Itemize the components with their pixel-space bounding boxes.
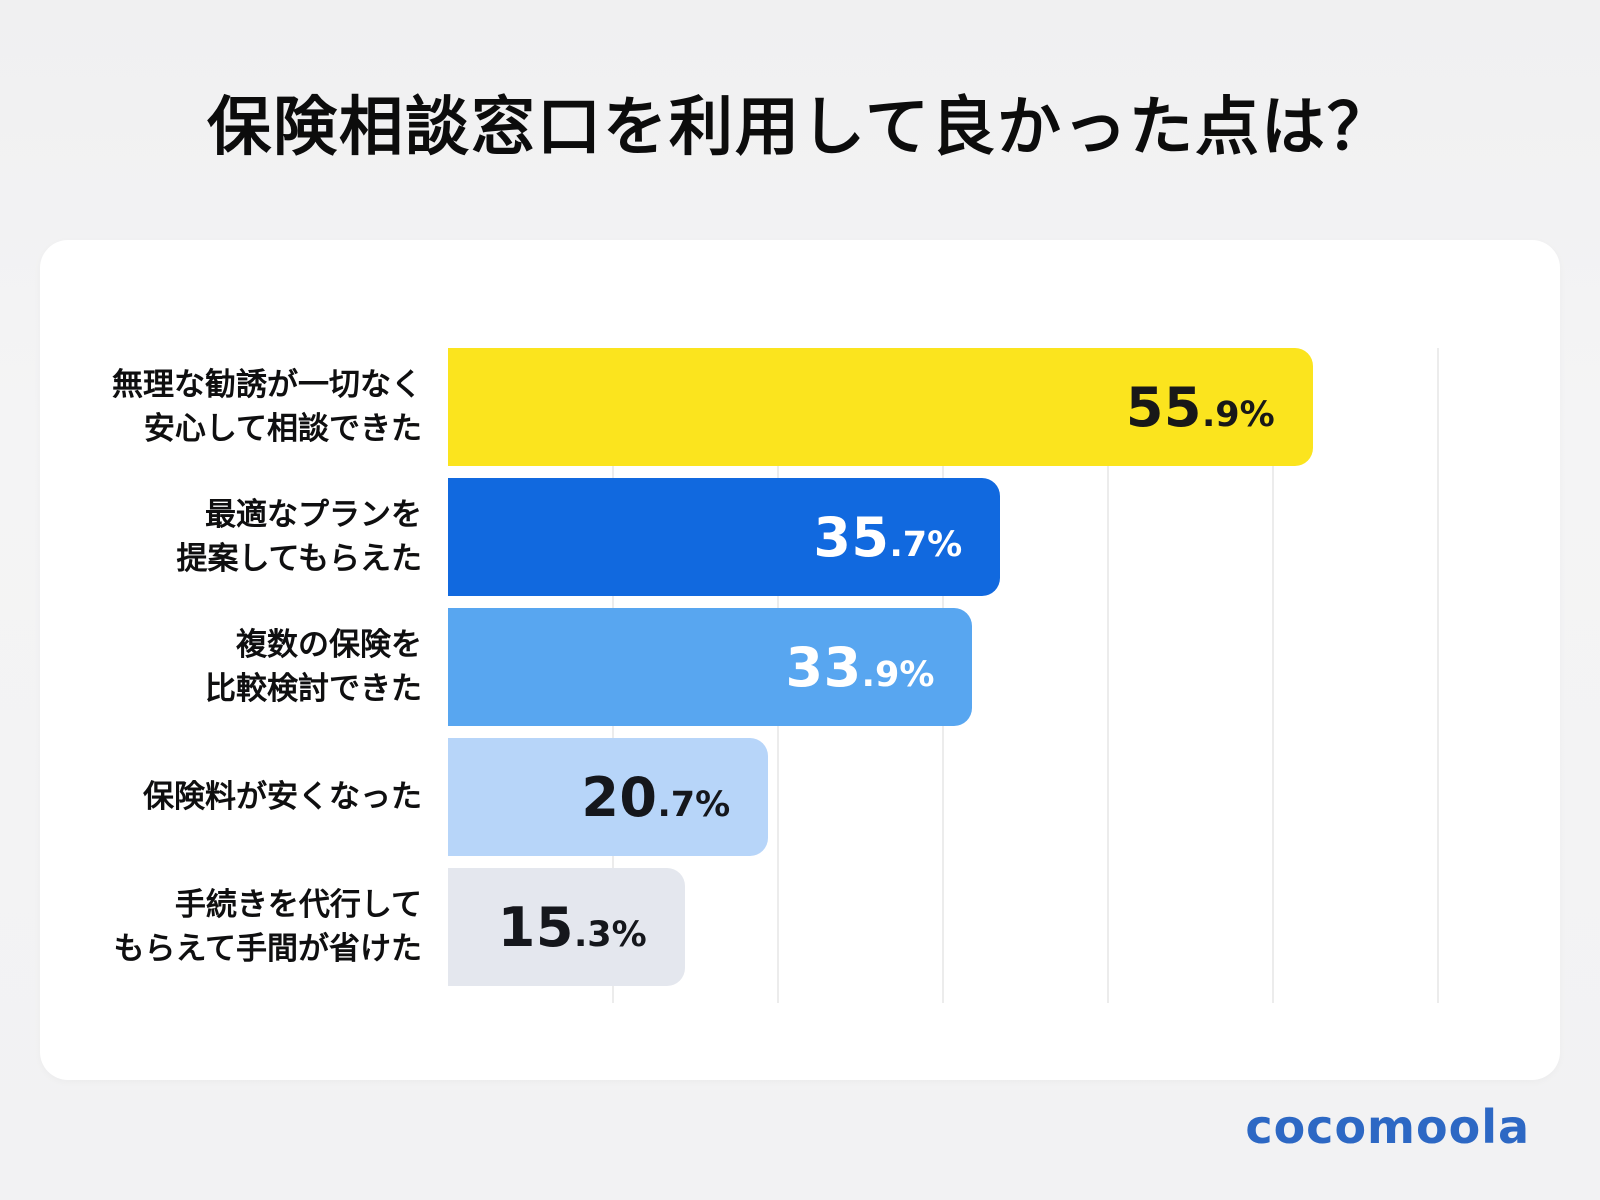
bar-track: 55.9%: [448, 348, 1438, 466]
bar-value-integer: 55: [1125, 375, 1202, 439]
bar-value-integer: 20: [581, 765, 658, 829]
bar-track: 33.9%: [448, 608, 1438, 726]
bar-category-label: 複数の保険を 比較検討できた: [205, 626, 422, 707]
bar-value-decimal: .3%: [573, 914, 647, 955]
bar-category-label: 保険料が安くなった: [143, 778, 422, 815]
bar-value: 35.7%: [813, 506, 962, 569]
bar: 55.9%: [448, 348, 1313, 466]
bar-track: 15.3%: [448, 868, 1438, 986]
bar-value: 20.7%: [581, 766, 730, 829]
brand-logo: cocomoola: [1245, 1100, 1530, 1154]
bar-value: 15.3%: [498, 896, 647, 959]
bar-row: 保険料が安くなった 20.7%: [40, 738, 1438, 856]
bar-category-label: 最適なプランを 提案してもらえた: [176, 496, 422, 577]
bar-value-integer: 35: [813, 505, 890, 569]
bar-row: 複数の保険を 比較検討できた 33.9%: [40, 608, 1438, 726]
bar-value: 33.9%: [786, 636, 935, 699]
bar-value-decimal: .7%: [889, 524, 963, 565]
bar-row: 手続きを代行して もらえて手間が省けた 15.3%: [40, 868, 1438, 986]
bar: 35.7%: [448, 478, 1001, 596]
bar: 33.9%: [448, 608, 973, 726]
bar-value-integer: 15: [497, 895, 574, 959]
bar-value: 55.9%: [1126, 376, 1275, 439]
bar-value-decimal: .9%: [1201, 394, 1275, 435]
bar-row: 無理な勧誘が一切なく 安心して相談できた 55.9%: [40, 348, 1438, 466]
bar-category-label: 無理な勧誘が一切なく 安心して相談できた: [112, 366, 422, 447]
page-title: 保険相談窓口を利用して良かった点は？: [206, 91, 1394, 165]
bar-track: 35.7%: [448, 478, 1438, 596]
chart-card: 無理な勧誘が一切なく 安心して相談できた 55.9% 最適なプランを 提案してもらえ…: [40, 240, 1560, 1080]
bar-track: 20.7%: [448, 738, 1438, 856]
bar-value-decimal: .7%: [657, 784, 731, 825]
bar-value-integer: 33: [785, 635, 862, 699]
bar-category-label: 手続きを代行して もらえて手間が省けた: [113, 886, 422, 967]
bar-row: 最適なプランを 提案してもらえた 35.7%: [40, 478, 1438, 596]
bar-rows: 無理な勧誘が一切なく 安心して相談できた 55.9% 最適なプランを 提案してもらえ…: [40, 348, 1438, 986]
bar-value-decimal: .9%: [861, 654, 935, 695]
bar-chart: 無理な勧誘が一切なく 安心して相談できた 55.9% 最適なプランを 提案してもらえ…: [40, 348, 1439, 1003]
bar: 20.7%: [448, 738, 769, 856]
bar: 15.3%: [448, 868, 685, 986]
